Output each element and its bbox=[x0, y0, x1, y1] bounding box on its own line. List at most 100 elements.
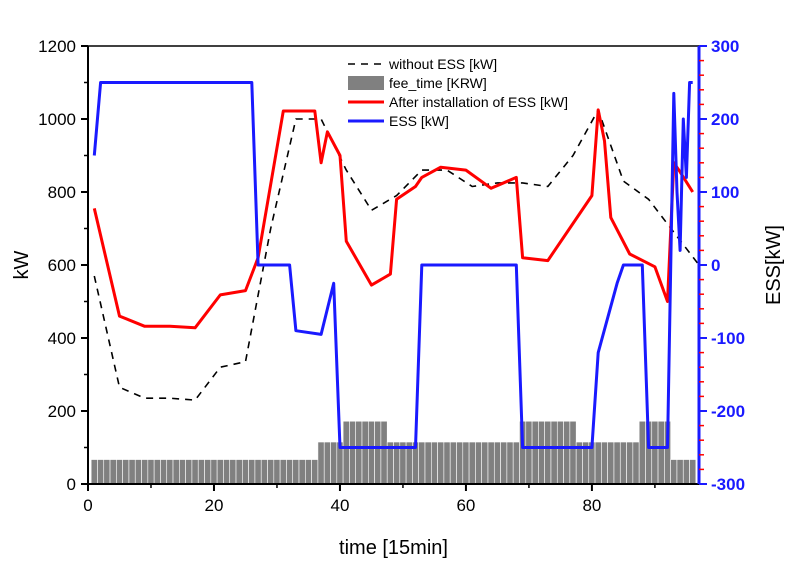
series-lines bbox=[92, 81, 700, 449]
x-tick-label: 40 bbox=[330, 496, 349, 515]
fee-time-bar bbox=[273, 459, 281, 485]
fee-time-bar bbox=[632, 441, 640, 485]
legend-label: without ESS [kW] bbox=[388, 56, 497, 72]
ess-line bbox=[92, 81, 693, 449]
fee-time-bar bbox=[330, 441, 338, 485]
fee-time-bar bbox=[475, 441, 482, 485]
fee-time-bar bbox=[223, 459, 231, 485]
fee-time-bar bbox=[342, 420, 350, 485]
y-left-tick-label: 200 bbox=[48, 402, 76, 421]
x-tick-label: 0 bbox=[83, 496, 92, 515]
fee-time-bar bbox=[487, 441, 495, 485]
y-axis-right-title: ESS[kW] bbox=[763, 225, 785, 305]
fee-time-bar bbox=[601, 441, 608, 485]
y-right-tick-label: 0 bbox=[711, 256, 720, 275]
fee-time-bar bbox=[525, 420, 533, 485]
fee-time-bar bbox=[160, 459, 168, 485]
y-right-tick-label: 100 bbox=[711, 183, 739, 202]
fee-time-bar bbox=[443, 441, 451, 485]
fee-time-bar bbox=[122, 459, 130, 485]
fee-time-bar bbox=[462, 441, 470, 485]
fee-time-bar bbox=[248, 459, 256, 485]
y-left-tick-label: 600 bbox=[48, 256, 76, 275]
y-left-tick-label: 400 bbox=[48, 329, 76, 348]
fee-time-bar bbox=[147, 459, 155, 485]
fee-time-bar bbox=[638, 420, 646, 485]
fee-time-bar bbox=[210, 459, 218, 485]
fee-time-bar bbox=[355, 420, 363, 485]
fee-time-bars bbox=[90, 420, 697, 485]
fee-time-bar bbox=[506, 441, 514, 485]
fee-time-bar bbox=[569, 420, 577, 485]
fee-time-bar bbox=[380, 420, 388, 485]
y-right-tick-label: 200 bbox=[711, 110, 739, 129]
legend: without ESS [kW] fee_time [KRW] After inst… bbox=[348, 56, 568, 129]
fee-time-bar bbox=[531, 420, 539, 485]
y-right-tick-label: -100 bbox=[711, 329, 745, 348]
fee-time-bar bbox=[191, 459, 199, 485]
y-right-tick-label: 300 bbox=[711, 37, 739, 56]
y-right-tick-label: -300 bbox=[711, 475, 745, 494]
fee-time-bar bbox=[128, 459, 136, 485]
legend-label: ESS [kW] bbox=[389, 113, 449, 129]
y-left-tick-label: 0 bbox=[67, 475, 76, 494]
fee-time-bar bbox=[682, 459, 690, 485]
y-axis-left-title: kW bbox=[11, 250, 33, 279]
x-tick-label: 80 bbox=[582, 496, 601, 515]
fee-time-bar bbox=[544, 420, 552, 485]
fee-time-bar bbox=[267, 459, 275, 485]
without-ess-line bbox=[93, 109, 700, 401]
fee-time-bar bbox=[651, 420, 659, 485]
fee-time-bar bbox=[607, 441, 615, 485]
axes: 0 20 40 60 80020040060080010001200-300-200-1… bbox=[38, 37, 745, 515]
x-tick-label: 60 bbox=[456, 496, 475, 515]
fee-time-bar bbox=[229, 459, 237, 485]
legend-label: fee_time [KRW] bbox=[389, 75, 487, 91]
fee-time-bar bbox=[512, 441, 520, 485]
fee-time-bar bbox=[185, 459, 193, 485]
fee-time-bar bbox=[153, 459, 161, 485]
fee-time-bar bbox=[197, 459, 205, 485]
fee-time-bar bbox=[456, 441, 464, 485]
legend-label: After installation of ESS [kW] bbox=[389, 94, 568, 110]
y-left-tick-label: 800 bbox=[48, 183, 76, 202]
after-ess-line bbox=[92, 108, 694, 330]
fee-time-bar bbox=[311, 459, 319, 485]
y-right-tick-label: -200 bbox=[711, 402, 745, 421]
fee-time-bar bbox=[619, 441, 627, 485]
fee-time-bar bbox=[172, 459, 180, 485]
fee-time-bar bbox=[468, 441, 476, 485]
fee-time-bar bbox=[430, 441, 438, 485]
fee-time-bar bbox=[116, 459, 123, 485]
fee-time-bar bbox=[563, 420, 571, 485]
fee-time-bar bbox=[298, 459, 306, 485]
fee-time-bar bbox=[260, 459, 268, 485]
fee-time-bar bbox=[676, 459, 684, 485]
y-left-tick-label: 1200 bbox=[38, 37, 76, 56]
fee-time-bar bbox=[613, 441, 621, 485]
fee-time-bar bbox=[286, 459, 294, 485]
fee-time-bar bbox=[305, 459, 312, 485]
fee-time-bar bbox=[374, 420, 382, 485]
fee-time-bar bbox=[418, 441, 426, 485]
fee-time-bar bbox=[317, 441, 325, 485]
fee-time-bar bbox=[556, 420, 564, 485]
fee-time-bar bbox=[279, 459, 287, 485]
fee-time-bar bbox=[626, 441, 634, 485]
x-tick-label: 20 bbox=[205, 496, 224, 515]
fee-time-bar bbox=[323, 441, 331, 485]
y-left-tick-label: 1000 bbox=[38, 110, 76, 129]
fee-time-bar bbox=[368, 420, 375, 485]
fee-time-bar bbox=[134, 459, 142, 485]
fee-time-bar bbox=[103, 459, 111, 485]
fee-time-bar bbox=[538, 420, 545, 485]
fee-time-bar bbox=[449, 441, 457, 485]
fee-time-bar bbox=[179, 459, 186, 485]
fee-time-bar bbox=[235, 459, 243, 485]
x-axis-title: time [15min] bbox=[339, 537, 448, 559]
fee-time-bar bbox=[481, 441, 489, 485]
fee-time-bar bbox=[500, 441, 508, 485]
fee-time-bar bbox=[689, 459, 697, 485]
fee-time-bar bbox=[166, 459, 174, 485]
